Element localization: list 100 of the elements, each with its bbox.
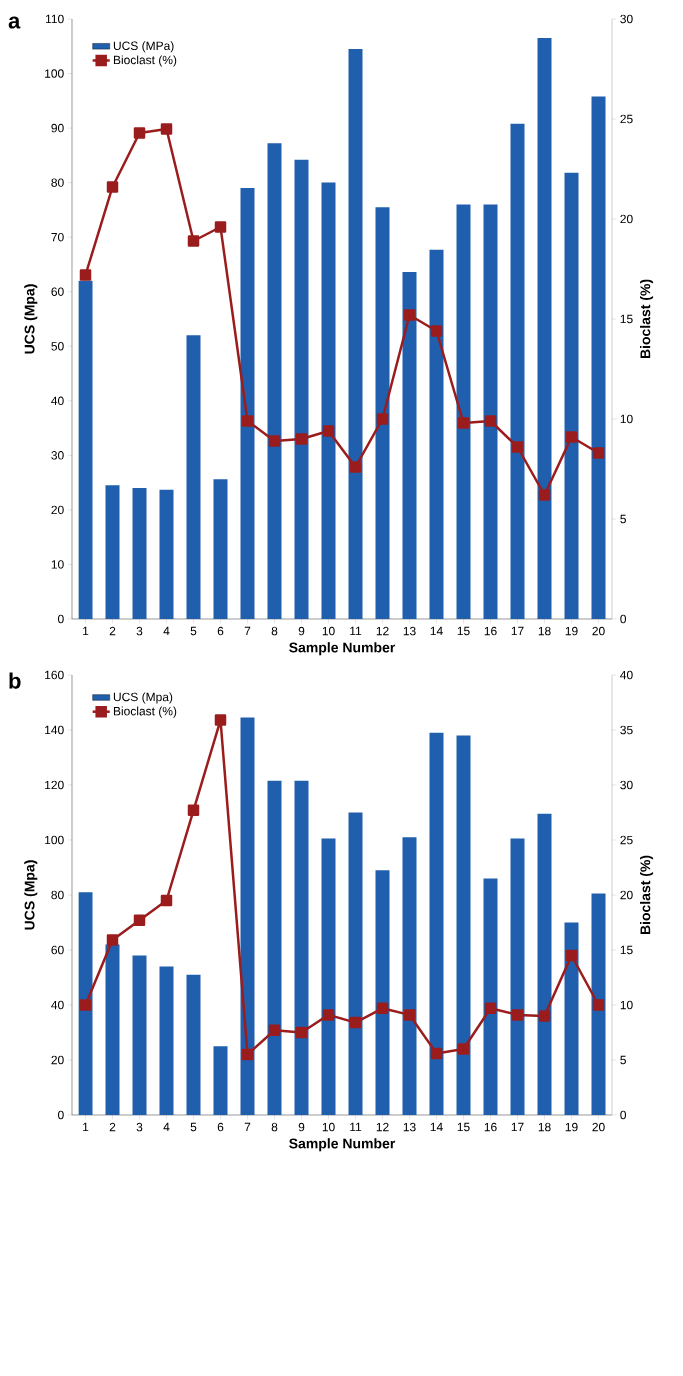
x-axis-title: Sample Number	[289, 642, 396, 656]
y-tick-label: 70	[51, 232, 64, 242]
y-tick-label: 60	[51, 287, 64, 296]
point	[79, 269, 92, 281]
x-tick-label: 9	[298, 1122, 305, 1132]
x-tick-label: 4	[163, 626, 170, 636]
x-tick-label: 16	[484, 1122, 497, 1132]
x-tick-label: 12	[376, 1122, 389, 1132]
x-tick-label: 19	[565, 626, 578, 636]
bar	[186, 974, 201, 1115]
point	[592, 447, 605, 459]
y2-tick-label: 15	[620, 314, 633, 324]
bar	[537, 38, 552, 619]
y-tick-label: 50	[51, 342, 64, 351]
point	[322, 1009, 335, 1021]
point	[592, 999, 605, 1011]
bar	[294, 780, 309, 1115]
y2-tick-label: 30	[620, 14, 633, 24]
bar	[483, 878, 498, 1115]
bar	[375, 870, 390, 1115]
x-tick-label: 16	[484, 626, 497, 636]
x-tick-label: 18	[538, 626, 551, 636]
bar	[402, 837, 417, 1115]
x-tick-label: 17	[511, 626, 524, 636]
point	[565, 949, 578, 962]
point	[430, 325, 443, 337]
point	[160, 894, 173, 907]
point	[187, 235, 200, 247]
bar	[429, 732, 444, 1115]
x-tick-label: 15	[457, 1122, 470, 1132]
x-tick-label: 10	[322, 1122, 335, 1132]
y-tick-label: 20	[51, 505, 64, 515]
y2-tick-label: 0	[620, 614, 627, 624]
x-tick-label: 20	[592, 1122, 605, 1132]
y-tick-label: 40	[51, 396, 64, 406]
bar	[105, 485, 120, 619]
legend-label: Bioclast (%)	[113, 55, 177, 67]
point	[79, 999, 92, 1011]
x-tick-label: 7	[244, 1122, 251, 1132]
x-tick-label: 2	[109, 626, 116, 636]
bar	[267, 780, 282, 1115]
y-tick-label: 140	[45, 725, 64, 735]
point	[214, 221, 227, 233]
bar	[429, 249, 444, 619]
point	[106, 934, 119, 946]
point	[538, 489, 551, 501]
y2-tick-label: 40	[620, 670, 633, 680]
y-tick-label: 30	[51, 451, 64, 460]
bar	[294, 159, 309, 619]
x-tick-label: 6	[217, 1122, 224, 1132]
legend-label: Bioclast (%)	[113, 706, 177, 718]
point	[349, 1016, 362, 1029]
point	[268, 1024, 281, 1037]
x-axis-title: Sample Number	[289, 1138, 396, 1152]
point	[511, 1009, 524, 1021]
point	[457, 417, 470, 429]
x-tick-label: 2	[109, 1122, 116, 1132]
bar	[564, 172, 579, 619]
x-tick-label: 19	[565, 1122, 578, 1132]
point	[376, 1002, 389, 1015]
bar	[213, 1046, 228, 1115]
x-tick-label: 20	[592, 626, 605, 636]
x-tick-label: 18	[538, 1122, 551, 1132]
y-tick-label: 10	[51, 560, 64, 569]
bar	[105, 944, 120, 1115]
x-tick-label: 5	[190, 626, 197, 636]
bar	[537, 813, 552, 1115]
y-tick-label: 110	[45, 14, 64, 24]
bar	[510, 123, 525, 619]
y-tick-label: 20	[51, 1055, 64, 1065]
bar	[132, 488, 147, 619]
x-tick-label: 7	[244, 626, 251, 636]
y2-tick-label: 25	[620, 114, 633, 124]
x-tick-label: 3	[136, 626, 143, 636]
y2-tick-label: 5	[620, 1055, 626, 1065]
y-tick-label: 80	[51, 890, 64, 900]
point	[403, 309, 416, 321]
y-tick-label: 100	[45, 835, 64, 845]
y2-axis-title: Bioclast (%)	[640, 855, 654, 935]
point	[565, 431, 578, 443]
bar	[159, 966, 174, 1115]
bar	[591, 96, 606, 619]
bar	[321, 182, 336, 619]
y2-tick-label: 30	[620, 780, 633, 790]
point	[133, 914, 146, 927]
bar	[186, 335, 201, 619]
legend-label: UCS (MPa)	[113, 41, 174, 53]
x-tick-label: 10	[322, 626, 335, 636]
point	[241, 1048, 254, 1061]
x-tick-label: 13	[403, 626, 416, 636]
bar	[159, 489, 174, 619]
x-tick-label: 1	[83, 626, 89, 636]
point	[322, 425, 335, 437]
bar	[375, 207, 390, 619]
y-tick-label: 40	[51, 1000, 64, 1010]
point	[430, 1047, 443, 1060]
bar	[456, 204, 471, 619]
y2-tick-label: 35	[620, 725, 633, 735]
point	[106, 181, 119, 193]
y-axis-title: UCS (Mpa)	[24, 284, 38, 354]
